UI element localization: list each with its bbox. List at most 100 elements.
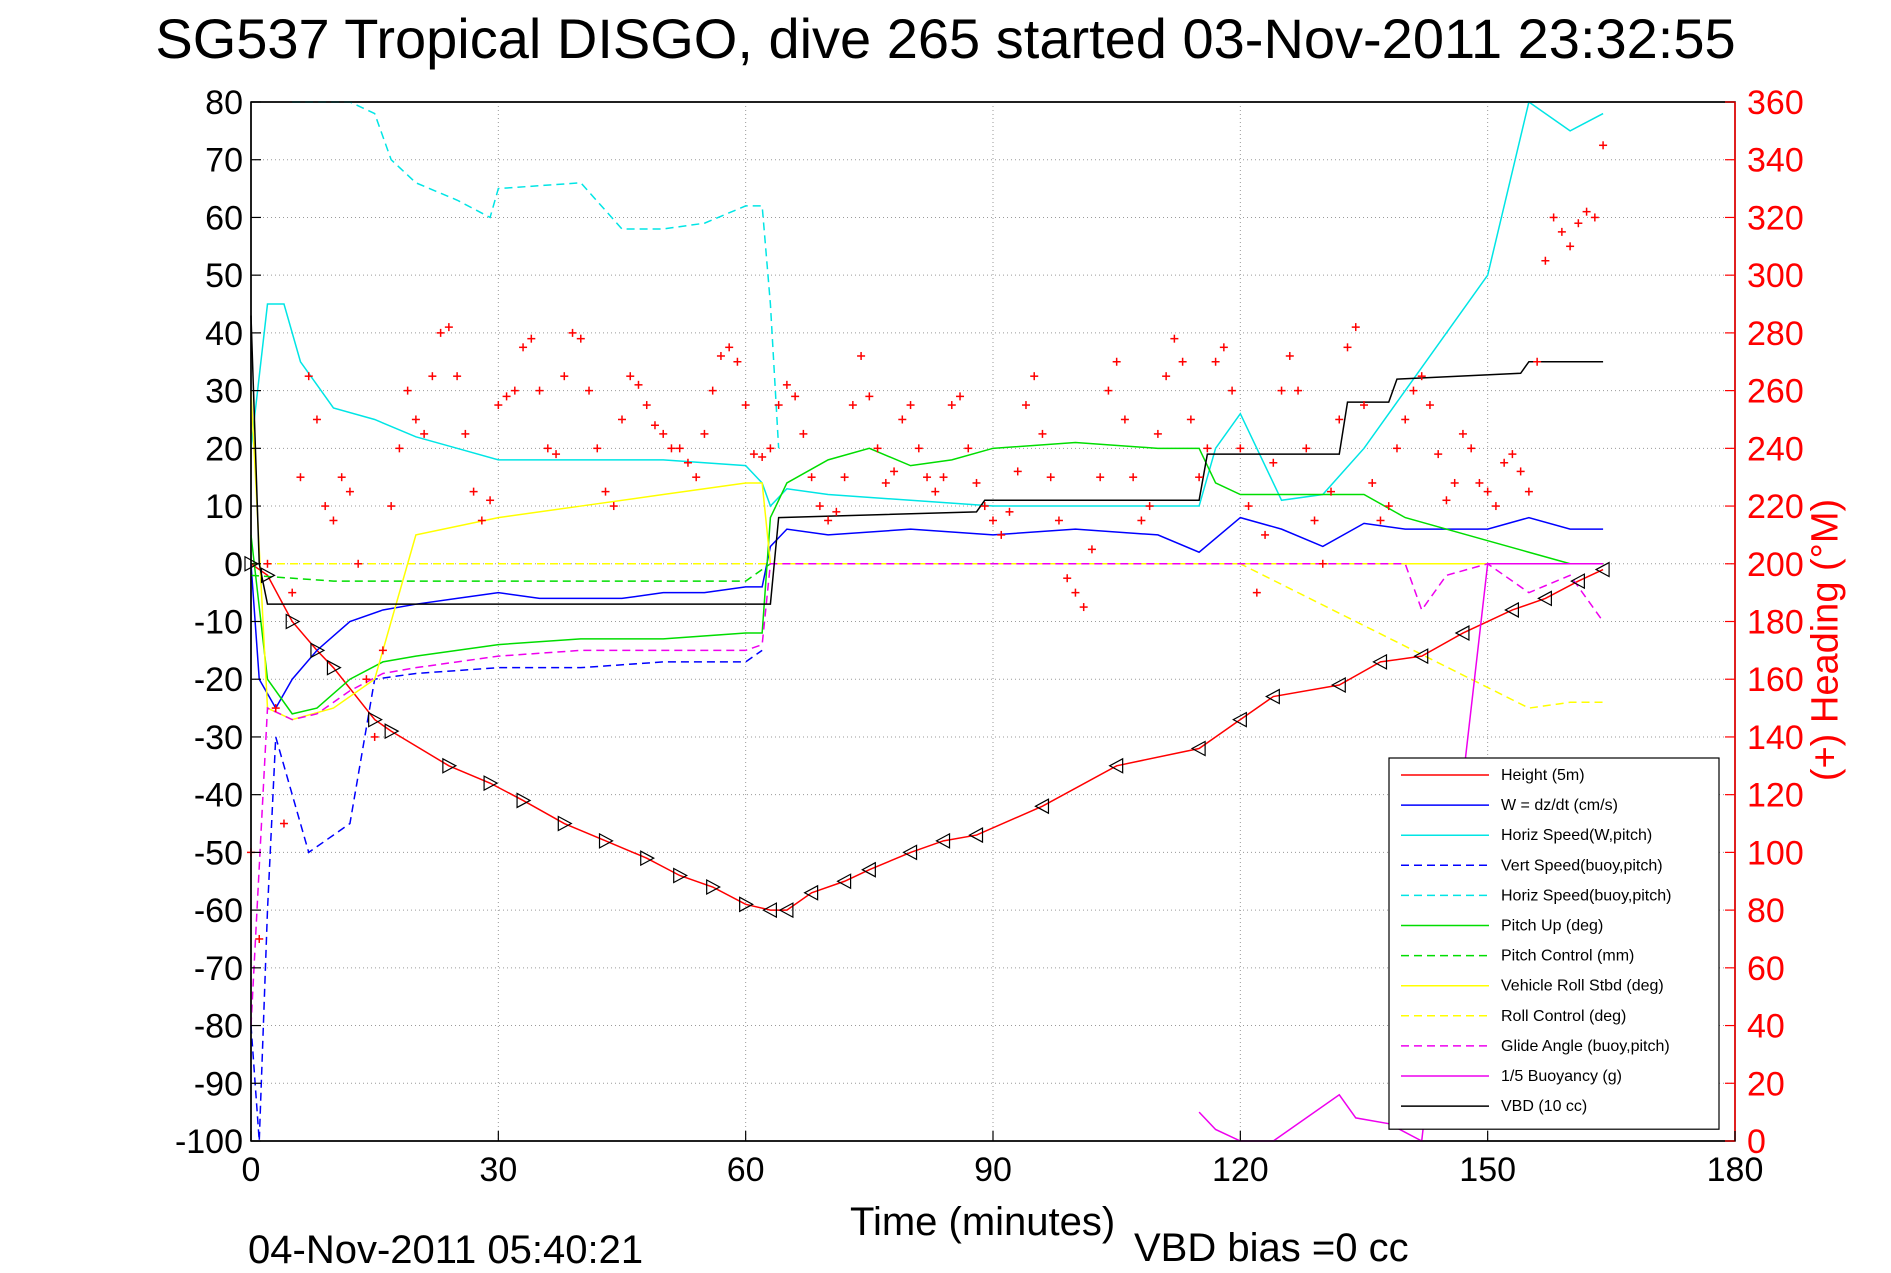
heading-point [997,530,1006,539]
heading-point [1318,559,1327,568]
heading-point [1038,429,1047,438]
heading-point [733,357,742,366]
heading-point [576,334,585,343]
heading-point [494,401,503,410]
heading-point [1450,478,1459,487]
series-line-2 [250,100,1604,508]
heading-point [1294,386,1303,395]
y-right-tick-label: 160 [1747,661,1804,699]
heading-point [560,372,569,381]
legend-label: Height (5m) [1501,767,1585,784]
heading-point [1285,351,1294,360]
heading-point [749,450,758,459]
heading-point [312,415,321,424]
y-right-tick-label: 260 [1747,373,1804,411]
series-line-10 [1198,563,1604,1143]
heading-point [1228,386,1237,395]
legend-label: Pitch Control (mm) [1501,948,1634,965]
heading-point [444,323,453,332]
triangle-marker [310,642,326,659]
legend-label: Horiz Speed(buoy,pitch) [1501,887,1671,904]
heading-point [758,452,767,461]
heading-point [1021,401,1030,410]
heading-point [362,675,371,684]
heading-point [815,502,824,511]
heading-point [1541,256,1550,265]
triangle-marker [968,827,984,844]
triangle-marker [483,775,499,792]
y-tick-label: 60 [205,199,243,237]
heading-point [502,392,511,401]
legend-label: VBD (10 cc) [1501,1098,1587,1115]
y-right-tick-label: 0 [1747,1123,1766,1161]
heading-point [1384,502,1393,511]
heading-point [1351,323,1360,332]
heading-point [956,392,965,401]
y-right-tick-label: 140 [1747,719,1804,757]
heading-point [321,502,330,511]
heading-point [1005,507,1014,516]
heading-point [1236,444,1245,453]
x-tick-label: 60 [727,1151,765,1189]
y-tick-label: -20 [194,661,243,699]
heading-point [370,732,379,741]
heading-point [807,473,816,482]
y-tick-label: 0 [224,546,243,584]
heading-point [568,328,577,337]
heading-point [972,478,981,487]
y-right-tick-label: 300 [1747,257,1804,295]
heading-point [486,496,495,505]
triangle-marker [1034,798,1050,815]
heading-point [329,516,338,525]
x-tick-label: 90 [974,1151,1012,1189]
heading-point [923,473,932,482]
heading-point [716,351,725,360]
y-right-tick-label: 340 [1747,142,1804,180]
y-tick-label: -30 [194,719,243,757]
heading-point [593,444,602,453]
heading-point [675,444,684,453]
heading-point [271,704,280,713]
heading-point [1252,588,1261,597]
heading-point [626,372,635,381]
heading-point [914,444,923,453]
heading-point [345,487,354,496]
heading-point [865,392,874,401]
heading-point [1524,487,1533,496]
triangle-marker [673,867,688,884]
heading-point [1153,429,1162,438]
heading-point [1145,502,1154,511]
triangle-marker [1108,757,1124,774]
heading-point [585,386,594,395]
footer-vbd-bias: VBD bias =0 cc [1134,1226,1409,1270]
heading-point [1409,386,1418,395]
heading-point [378,646,387,655]
heading-point [650,421,659,430]
triangle-marker [1232,711,1247,728]
heading-point [1261,530,1270,539]
heading-point [700,429,709,438]
series-layer [250,100,1604,1143]
heading-point [1302,444,1311,453]
heading-point [510,386,519,395]
y-tick-label: -40 [194,777,243,815]
axes: -100-90-80-70-60-50-40-30-20-10010203040… [175,84,1804,1189]
series-line-4 [292,101,780,449]
heading-point [279,819,288,828]
triangle-marker [762,902,778,919]
legend-label: Pitch Up (deg) [1501,918,1603,935]
footer-date: 04-Nov-2011 05:40:21 [248,1228,644,1272]
heading-point [1516,467,1525,476]
triangle-marker [368,711,383,728]
x-tick-label: 150 [1459,1151,1516,1189]
heading-point [420,429,429,438]
heading-point [601,487,610,496]
y-tick-label: -70 [194,950,243,988]
heading-point [1491,502,1500,511]
y-tick-label: -60 [194,892,243,930]
heading-point [1582,207,1591,216]
x-tick-label: 30 [479,1151,517,1189]
heading-point [1549,213,1558,222]
heading-point [1219,343,1228,352]
heading-point [1277,386,1286,395]
